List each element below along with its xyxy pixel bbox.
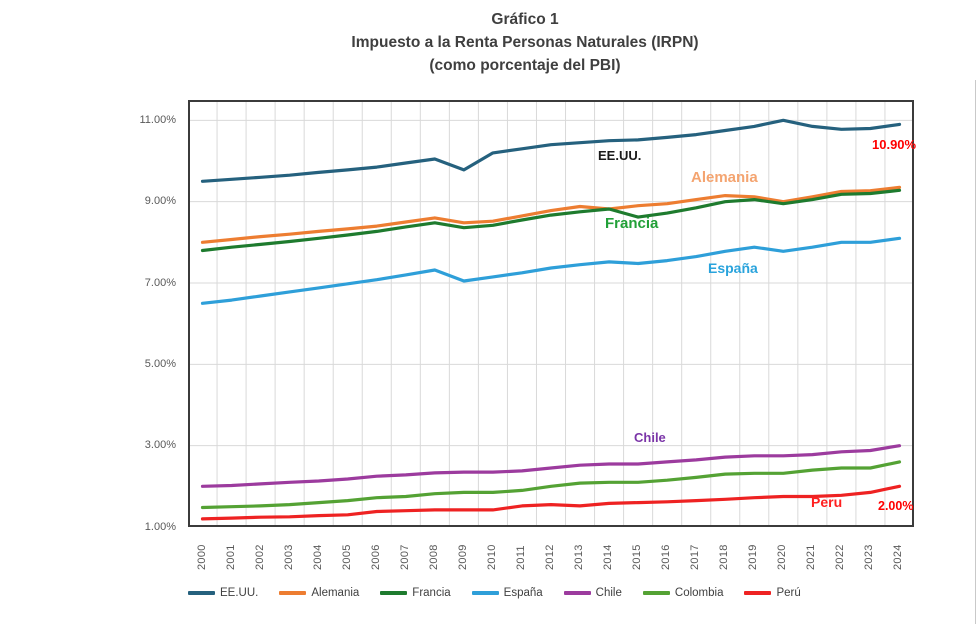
series-line-alemania bbox=[200, 185, 902, 244]
legend-item-label: Chile bbox=[595, 587, 622, 599]
annotation-francia: Francia bbox=[605, 215, 659, 232]
legend-item-label: Alemania bbox=[311, 587, 360, 599]
x-tick-label: 2010 bbox=[485, 544, 498, 570]
x-tick-label: 2001 bbox=[224, 544, 237, 570]
x-tick-label: 2002 bbox=[253, 544, 266, 570]
legend-item-label: EE.UU. bbox=[220, 587, 259, 599]
legend: EE.UU. Alemania Francia España Chile Colombia… bbox=[188, 586, 914, 600]
series-line-espaa bbox=[200, 236, 902, 305]
chart-svg bbox=[188, 100, 914, 527]
legend-swatch bbox=[471, 591, 499, 595]
legend-swatch bbox=[642, 591, 670, 595]
legend-item-label: España bbox=[503, 587, 543, 599]
x-tick-label: 2007 bbox=[398, 544, 411, 570]
x-tick-label: 2003 bbox=[282, 544, 295, 570]
x-tick-label: 2023 bbox=[863, 544, 876, 570]
x-tick-label: 2008 bbox=[427, 544, 440, 570]
legend-item-alemania: Alemania bbox=[279, 586, 359, 600]
x-tick-label: 2020 bbox=[776, 544, 789, 570]
x-tick-label: 2000 bbox=[195, 544, 208, 570]
plot-area bbox=[188, 100, 914, 527]
x-tick-label: 2017 bbox=[689, 544, 702, 570]
series-line-eeuu bbox=[200, 118, 902, 183]
x-tick-label: 2004 bbox=[311, 544, 324, 570]
legend-item-espaa: España bbox=[471, 586, 543, 600]
x-tick-label: 2009 bbox=[456, 544, 469, 570]
y-tick-label: 5.00% bbox=[144, 357, 176, 370]
annotation-peru: Peru bbox=[811, 494, 843, 510]
y-tick-label: 7.00% bbox=[144, 276, 176, 289]
annotation-eeuu: EE.UU. bbox=[598, 148, 642, 163]
x-tick-label: 2019 bbox=[747, 544, 760, 570]
x-tick-label: 2006 bbox=[369, 544, 382, 570]
chart-title: Gráfico 1 Impuesto a la Renta Personas N… bbox=[95, 8, 955, 77]
legend-swatch bbox=[744, 591, 772, 595]
y-tick-label: 3.00% bbox=[144, 439, 176, 452]
x-tick-label: 2018 bbox=[718, 544, 731, 570]
y-tick-label: 1.00% bbox=[144, 520, 176, 533]
series-line-per bbox=[200, 484, 902, 521]
annotation-espaa: España bbox=[708, 260, 758, 276]
series-line-francia bbox=[200, 188, 902, 253]
series-line-chile bbox=[200, 444, 902, 488]
legend-swatch bbox=[279, 591, 307, 595]
legend-item-label: Colombia bbox=[674, 587, 724, 599]
series-line-colombia bbox=[200, 460, 902, 510]
page-right-border bbox=[975, 80, 976, 624]
x-tick-label: 2021 bbox=[805, 544, 818, 570]
x-tick-label: 2022 bbox=[834, 544, 847, 570]
legend-item-label: Francia bbox=[412, 587, 451, 599]
plot-border bbox=[188, 100, 914, 527]
chart-title-line2: Impuesto a la Renta Personas Naturales (… bbox=[351, 34, 699, 51]
legend-item-eeuu: EE.UU. bbox=[188, 586, 258, 600]
x-tick-label: 2015 bbox=[631, 544, 644, 570]
annotation-chile: Chile bbox=[634, 430, 666, 445]
legend-swatch bbox=[188, 591, 215, 595]
x-tick-label: 2016 bbox=[660, 544, 673, 570]
legend-item-francia: Francia bbox=[380, 586, 451, 600]
legend-swatch bbox=[563, 591, 591, 595]
annotation-200: 2.00% bbox=[878, 499, 914, 513]
annotation-1090: 10.90% bbox=[872, 137, 917, 152]
x-tick-label: 2013 bbox=[573, 544, 586, 570]
legend-item-colombia: Colombia bbox=[642, 586, 724, 600]
x-tick-label: 2014 bbox=[602, 544, 615, 570]
annotation-alemania: Alemania bbox=[691, 169, 758, 186]
legend-item-per: Perú bbox=[744, 586, 801, 600]
x-tick-label: 2024 bbox=[892, 544, 905, 570]
y-tick-label: 9.00% bbox=[144, 195, 176, 208]
y-tick-label: 11.00% bbox=[139, 113, 177, 126]
chart-title-line1: Gráfico 1 bbox=[491, 11, 559, 28]
legend-swatch bbox=[380, 591, 408, 595]
chart-title-line3: (como porcentaje del PBI) bbox=[429, 57, 621, 74]
legend-item-chile: Chile bbox=[563, 586, 622, 600]
legend-item-label: Perú bbox=[776, 587, 801, 599]
x-tick-label: 2012 bbox=[544, 544, 556, 570]
x-tick-label: 2011 bbox=[514, 545, 527, 570]
x-tick-label: 2005 bbox=[340, 544, 353, 570]
